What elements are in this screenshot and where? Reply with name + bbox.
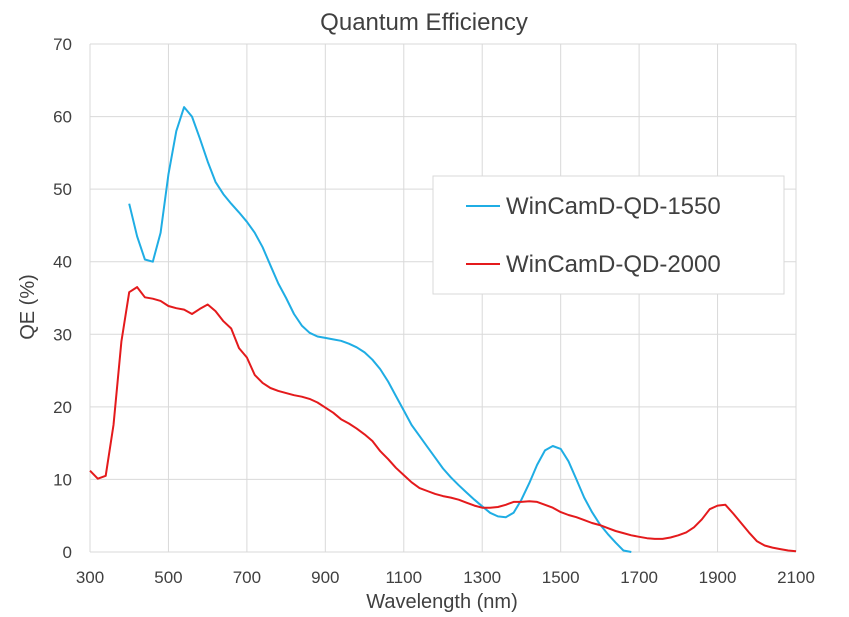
x-tick-label: 1100 <box>385 568 422 587</box>
legend: WinCamD-QD-1550 WinCamD-QD-2000 <box>432 175 785 295</box>
legend-label-wincamd-qd-1550: WinCamD-QD-1550 <box>506 193 721 220</box>
legend-label-wincamd-qd-2000: WinCamD-QD-2000 <box>506 251 721 278</box>
y-tick-label: 70 <box>53 35 72 54</box>
y-tick-label: 20 <box>53 398 72 417</box>
chart-title: Quantum Efficiency <box>320 9 528 36</box>
x-tick-label: 300 <box>76 568 104 587</box>
y-tick-label: 30 <box>53 325 72 344</box>
y-tick-label: 0 <box>63 543 72 562</box>
y-axis-title: QE (%) <box>17 274 39 340</box>
tick-labels: 0 10 20 30 40 50 60 70 300 500 700 900 1100 1300 1500 1… <box>53 35 815 587</box>
y-tick-label: 50 <box>53 180 72 199</box>
x-tick-label: 900 <box>311 568 339 587</box>
x-tick-label: 1700 <box>620 568 658 587</box>
y-tick-label: 40 <box>53 253 72 272</box>
series-line-wincamd-qd-2000 <box>89 286 797 553</box>
y-tick-label: 10 <box>53 470 72 489</box>
y-tick-label: 60 <box>53 108 72 127</box>
x-axis-title: Wavelength (nm) <box>366 591 518 613</box>
x-tick-label: 1300 <box>463 568 501 587</box>
x-tick-label: 1500 <box>542 568 580 587</box>
x-tick-label: 500 <box>154 568 182 587</box>
series-line-wincamd-qd-1550 <box>128 106 632 553</box>
x-tick-label: 1900 <box>699 568 737 587</box>
gridlines <box>89 43 797 553</box>
legend-box <box>432 175 785 295</box>
x-tick-label: 700 <box>233 568 261 587</box>
series-lines <box>89 106 797 553</box>
x-tick-label: 2100 <box>777 568 815 587</box>
